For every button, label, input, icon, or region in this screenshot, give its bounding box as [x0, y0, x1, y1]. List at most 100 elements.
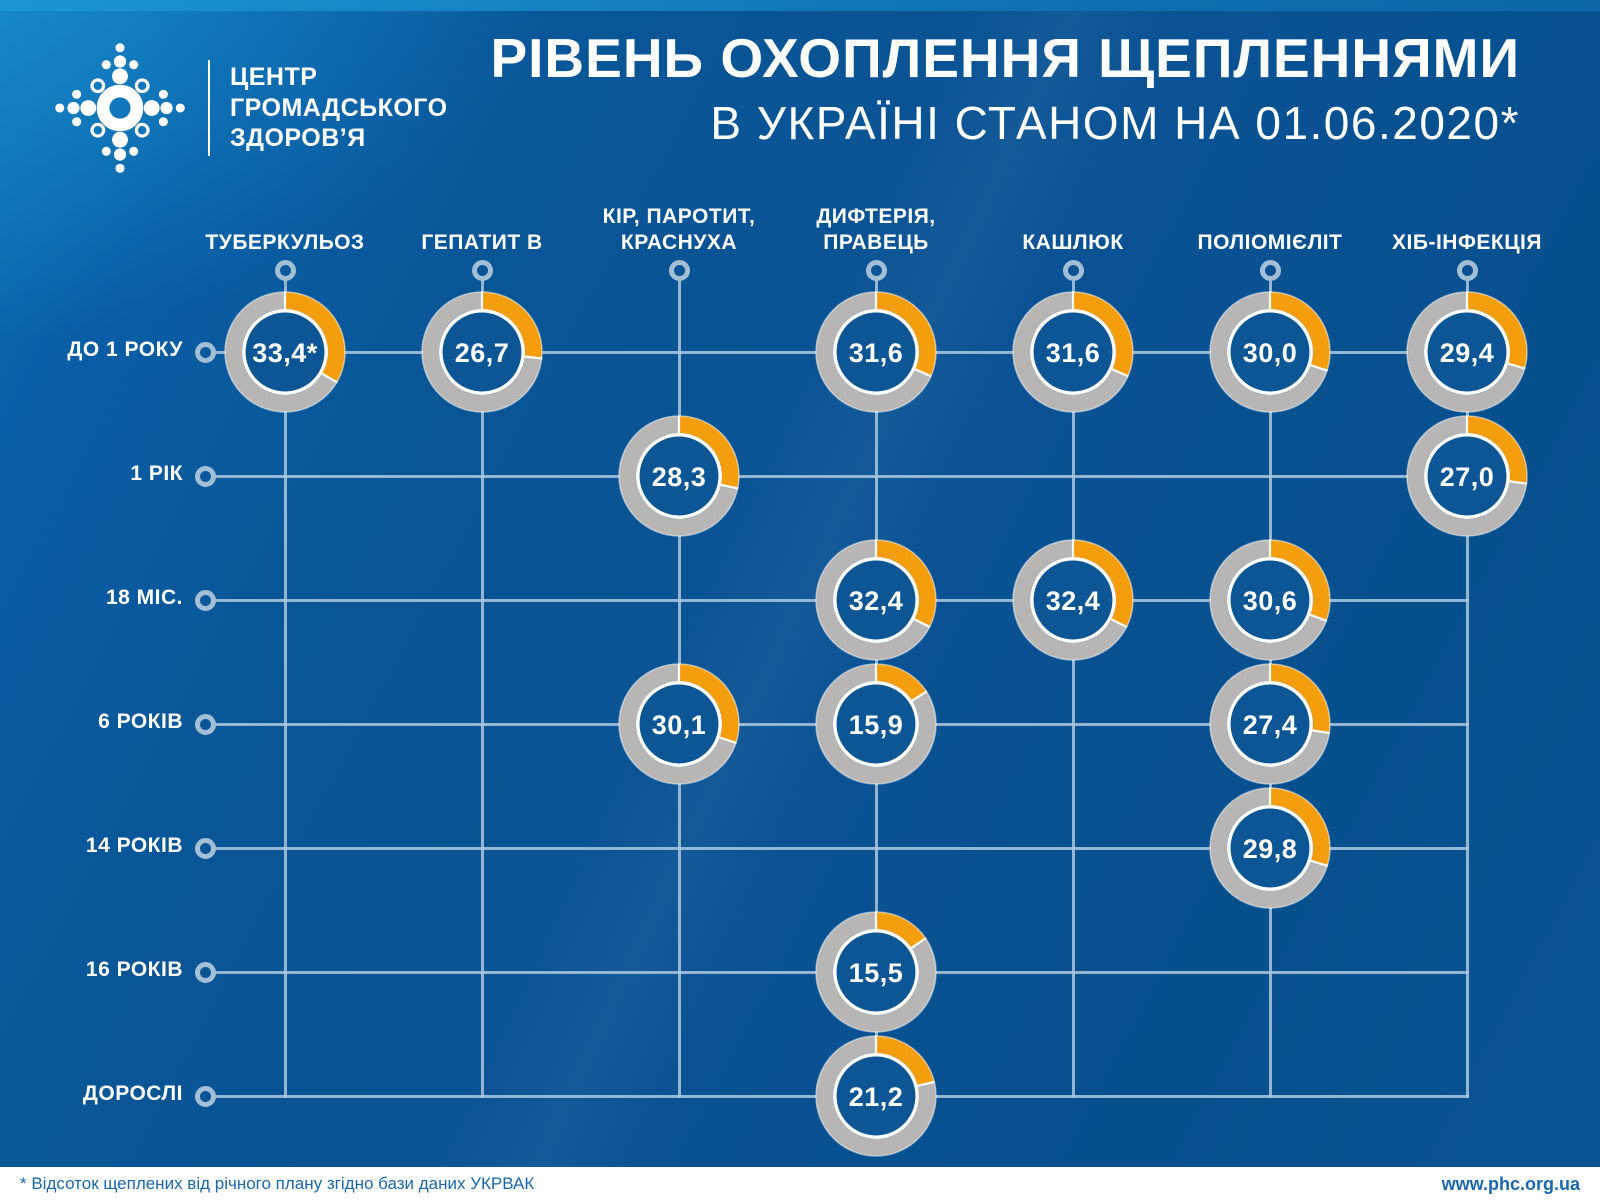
row-label-3: 6 РОКІВ: [98, 710, 183, 733]
donut-0-0: 33,4*: [222, 289, 348, 415]
column-header-3: ДИФТЕРІЯ, ПРАВЕЦЬ: [746, 204, 1006, 257]
column-header-1: ГЕПАТИТ В: [352, 230, 612, 256]
column-header-line: ДИФТЕРІЯ,: [816, 204, 936, 228]
column-header-5: ПОЛІОМІЄЛІТ: [1140, 230, 1400, 256]
donut-2-3: 30,1: [616, 661, 742, 787]
column-header-2: КІР, ПАРОТИТ, КРАСНУХА: [549, 204, 809, 257]
donut-value: 15,9: [849, 710, 904, 740]
donut-value: 32,4: [849, 586, 904, 616]
donut-chart-icon: 15,9: [815, 663, 937, 785]
org-logo: ЦЕНТР ГРОМАДСЬКОГО ЗДОРОВ’Я: [46, 34, 448, 182]
grid-vline-col-4: [1071, 280, 1075, 1098]
donut-chart-icon: 26,7: [421, 291, 543, 413]
column-header-line: КАШЛЮК: [1022, 230, 1124, 254]
donut-2-1: 28,3: [616, 413, 742, 539]
column-header-0: ТУБЕРКУЛЬОЗ: [155, 230, 415, 256]
column-node-ring-0: [274, 259, 296, 281]
donut-4-0: 31,6: [1010, 289, 1136, 415]
donut-chart-icon: 27,0: [1406, 415, 1528, 537]
column-header-line: ПРАВЕЦЬ: [823, 230, 929, 254]
donut-chart-icon: 21,2: [815, 1035, 937, 1157]
column-header-line: КРАСНУХА: [620, 230, 738, 254]
donut-6-0: 29,4: [1404, 289, 1530, 415]
donut-4-2: 32,4: [1010, 537, 1136, 663]
donut-value: 31,6: [1046, 338, 1101, 368]
donut-value: 15,5: [849, 958, 904, 988]
donut-chart-icon: 32,4: [1012, 539, 1134, 661]
donut-chart-icon: 30,1: [618, 663, 740, 785]
donut-value: 28,3: [652, 462, 707, 492]
donut-3-0: 31,6: [813, 289, 939, 415]
donut-value: 32,4: [1046, 586, 1101, 616]
footnote: * Відсоток щеплених від річного плану зг…: [20, 1174, 535, 1193]
donut-chart-icon: 28,3: [618, 415, 740, 537]
column-header-line: КІР, ПАРОТИТ,: [602, 204, 756, 228]
row-label-0: ДО 1 РОКУ: [67, 338, 183, 361]
org-name-line3: ЗДОРОВ’Я: [230, 124, 366, 153]
grid-vline-col-6: [1465, 280, 1469, 1098]
row-node-ring-3: [194, 713, 216, 735]
row-label-4: 14 РОКІВ: [85, 834, 183, 857]
donut-6-1: 27,0: [1404, 413, 1530, 539]
donut-chart-icon: 27,4: [1209, 663, 1331, 785]
row-node-ring-4: [194, 837, 216, 859]
donut-value: 30,1: [652, 710, 707, 740]
column-node-ring-5: [1259, 259, 1281, 281]
title-line2: В УКРАЇНІ СТАНОМ НА 01.06.2020*: [710, 96, 1520, 149]
column-header-line: ПОЛІОМІЄЛІТ: [1197, 230, 1343, 254]
row-label-2: 18 МІС.: [105, 586, 183, 609]
row-node-ring-1: [194, 465, 216, 487]
org-name: ЦЕНТР ГРОМАДСЬКОГО ЗДОРОВ’Я: [230, 62, 448, 154]
donut-5-2: 30,6: [1207, 537, 1333, 663]
website-link[interactable]: www.phc.org.ua: [1441, 1173, 1580, 1194]
donut-chart-icon: 30,6: [1209, 539, 1331, 661]
top-accent-strip: [0, 0, 1600, 11]
row-node-ring-6: [194, 1085, 216, 1107]
donut-value: 30,0: [1243, 338, 1298, 368]
donut-chart-icon: 29,4: [1406, 291, 1528, 413]
column-node-ring-3: [865, 259, 887, 281]
donut-5-3: 27,4: [1207, 661, 1333, 787]
donut-chart-icon: 30,0: [1209, 291, 1331, 413]
page-title: РІВЕНЬ ОХОПЛЕННЯ ЩЕПЛЕННЯМИ В УКРАЇНІ СТ…: [490, 28, 1520, 152]
donut-value: 21,2: [849, 1082, 904, 1112]
phc-logo-icon: [55, 43, 185, 173]
org-name-line2: ГРОМАДСЬКОГО: [230, 93, 448, 122]
donut-value: 29,4: [1440, 338, 1495, 368]
grid-hline-row-4: [215, 846, 1469, 850]
logo-divider: [208, 60, 210, 156]
donut-value: 30,6: [1243, 586, 1298, 616]
donut-value: 33,4*: [252, 338, 318, 368]
donut-3-5: 15,5: [813, 909, 939, 1035]
donut-3-2: 32,4: [813, 537, 939, 663]
donut-value: 29,8: [1243, 834, 1298, 864]
donut-chart-icon: 31,6: [815, 291, 937, 413]
donut-1-0: 26,7: [419, 289, 545, 415]
grid-hline-row-1: [215, 474, 1469, 478]
row-node-ring-0: [194, 341, 216, 363]
column-header-4: КАШЛЮК: [943, 230, 1203, 256]
column-node-ring-2: [668, 259, 690, 281]
column-header-6: ХІБ-ІНФЕКЦІЯ: [1337, 230, 1597, 256]
donut-chart-icon: 15,5: [815, 911, 937, 1033]
donut-value: 26,7: [455, 338, 510, 368]
donut-value: 27,4: [1243, 710, 1298, 740]
column-header-line: ГЕПАТИТ В: [421, 230, 543, 254]
donut-chart-icon: 29,8: [1209, 787, 1331, 909]
row-node-ring-5: [194, 961, 216, 983]
column-node-ring-1: [471, 259, 493, 281]
donut-chart-icon: 31,6: [1012, 291, 1134, 413]
row-node-ring-2: [194, 589, 216, 611]
footer-bar: * Відсоток щеплених від річного плану зг…: [0, 1167, 1600, 1201]
donut-3-6: 21,2: [813, 1033, 939, 1159]
row-label-5: 16 РОКІВ: [85, 958, 183, 981]
donut-value: 31,6: [849, 338, 904, 368]
column-header-line: ТУБЕРКУЛЬОЗ: [205, 230, 365, 254]
row-label-6: ДОРОСЛІ: [82, 1082, 183, 1105]
donut-5-4: 29,8: [1207, 785, 1333, 911]
grid-vline-col-0: [283, 280, 287, 1098]
column-header-line: ХІБ-ІНФЕКЦІЯ: [1392, 230, 1542, 254]
donut-chart-icon: 32,4: [815, 539, 937, 661]
donut-5-0: 30,0: [1207, 289, 1333, 415]
